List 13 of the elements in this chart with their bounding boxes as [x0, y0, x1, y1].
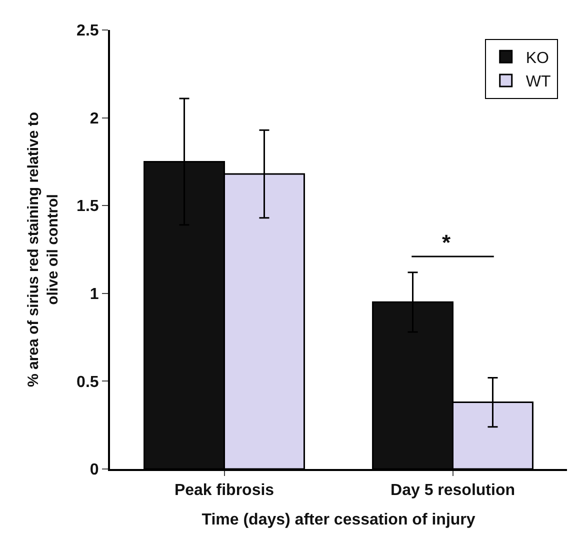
y-tick-label: 0.5 [76, 374, 99, 391]
legend-label: KO [526, 50, 549, 67]
annotation: * [442, 230, 451, 255]
x-tick-label: Peak fibrosis [174, 482, 274, 500]
x-tick-label: Day 5 resolution [390, 482, 515, 500]
y-tick-label: 1 [90, 286, 99, 303]
y-axis-title: % area of sirius red staining relative to olive oil control [24, 112, 62, 388]
y-tick-label: 0 [90, 462, 99, 479]
legend-label: WT [526, 74, 551, 91]
y-tick-label: 2.5 [76, 22, 99, 40]
x-axis-title: Time (days) after cessation of injury [202, 511, 476, 528]
y-tick-label: 2 [90, 110, 99, 128]
y-tick-label: 1.5 [76, 198, 99, 216]
